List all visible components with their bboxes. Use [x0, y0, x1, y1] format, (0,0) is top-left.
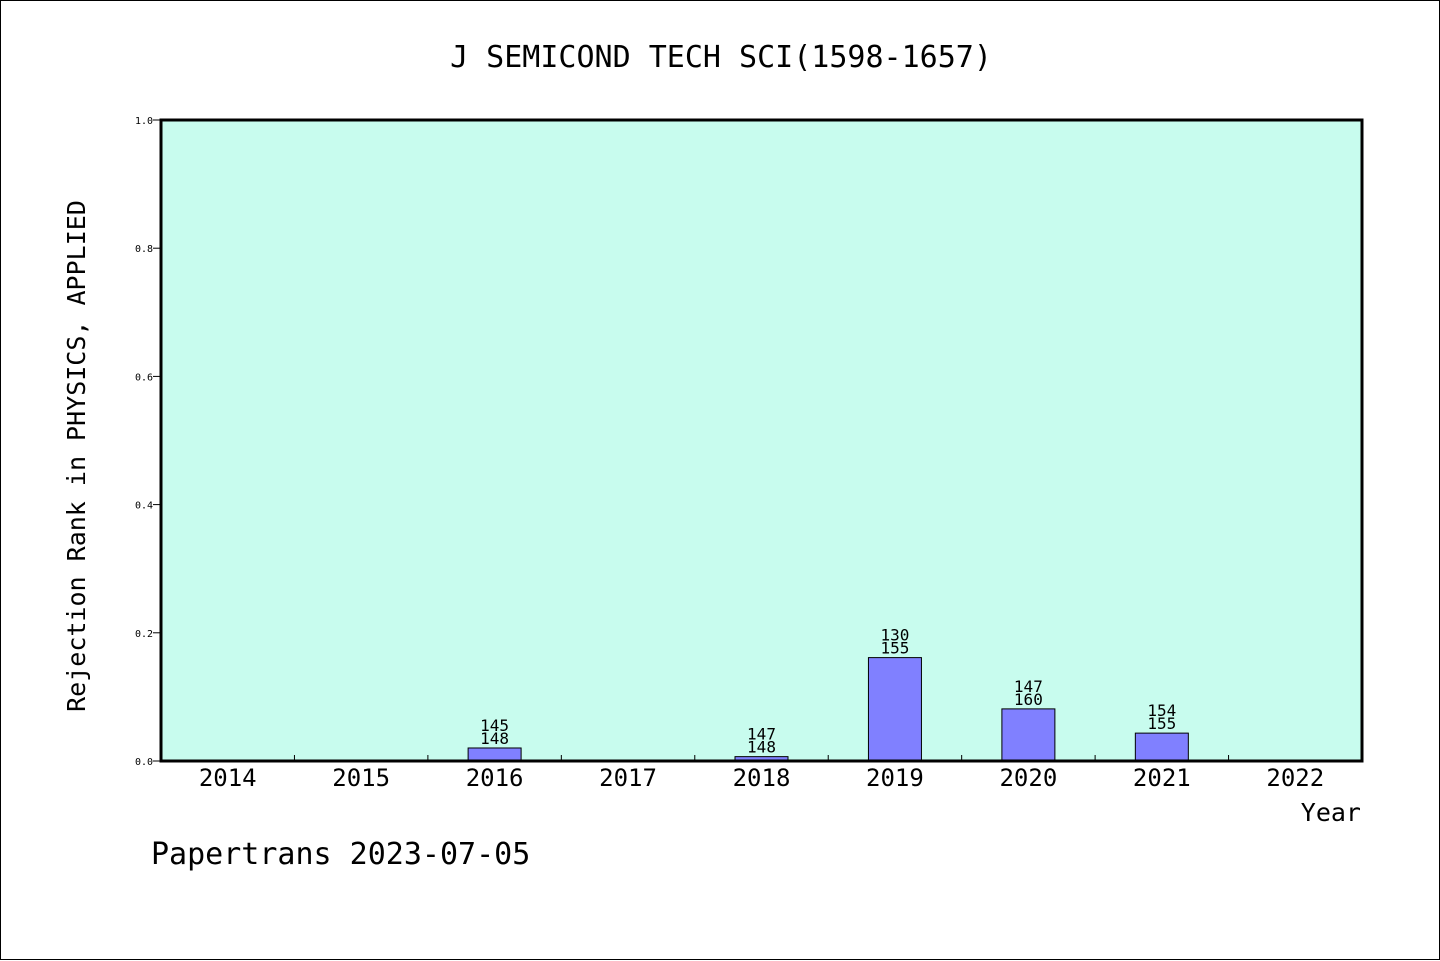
bar-label-total: 160 — [1014, 690, 1043, 709]
y-tick-label: 0.8 — [135, 244, 153, 255]
x-tick-label: 2014 — [199, 764, 257, 792]
bar-label-rank: 145 — [480, 716, 509, 735]
y-tick-label: 0.4 — [135, 501, 153, 512]
x-tick-label: 2022 — [1266, 764, 1324, 792]
x-tick-label: 2015 — [332, 764, 390, 792]
bar-2021 — [1134, 732, 1189, 762]
x-tick-label: 2019 — [866, 764, 924, 792]
bar-label-total: 155 — [1147, 714, 1176, 733]
y-tick-label: 1.0 — [135, 116, 153, 127]
footer-credit: Papertrans 2023-07-05 — [151, 837, 530, 872]
bar-label-rank: 147 — [747, 725, 776, 744]
bar-2016 — [467, 747, 522, 762]
y-tick-label: 0.2 — [135, 629, 153, 640]
x-tick-label: 2021 — [1133, 764, 1191, 792]
x-axis-label: Year — [1301, 798, 1361, 827]
bar-2019 — [867, 657, 922, 762]
bars-group — [467, 657, 1189, 762]
x-tick-label: 2018 — [733, 764, 791, 792]
bar-label-total: 148 — [747, 738, 776, 757]
x-axis-ticks: 2014 2015 2016 2017 2018 2019 2020 2021 2022 — [199, 755, 1324, 792]
y-tick-label: 0.6 — [135, 372, 153, 383]
bar-label-total: 148 — [480, 729, 509, 748]
plot-area — [161, 120, 1362, 761]
bar-label-total: 155 — [880, 639, 909, 658]
x-tick-label: 2020 — [999, 764, 1057, 792]
chart-title: J SEMICOND TECH SCI(1598-1657) — [450, 40, 992, 75]
y-axis-label: Rejection Rank in PHYSICS, APPLIED — [62, 200, 91, 712]
bar-label-rank: 130 — [880, 626, 909, 645]
y-tick-label: 0.0 — [135, 757, 153, 768]
bar-label-rank: 154 — [1147, 701, 1176, 720]
x-tick-label: 2016 — [466, 764, 524, 792]
plot-border — [159, 118, 1364, 763]
bar-label-rank: 147 — [1014, 677, 1043, 696]
y-axis-ticks: 0.0 0.2 0.4 0.6 0.8 1.0 — [135, 116, 161, 768]
bar-2020 — [1001, 708, 1056, 762]
x-tick-label: 2017 — [599, 764, 657, 792]
